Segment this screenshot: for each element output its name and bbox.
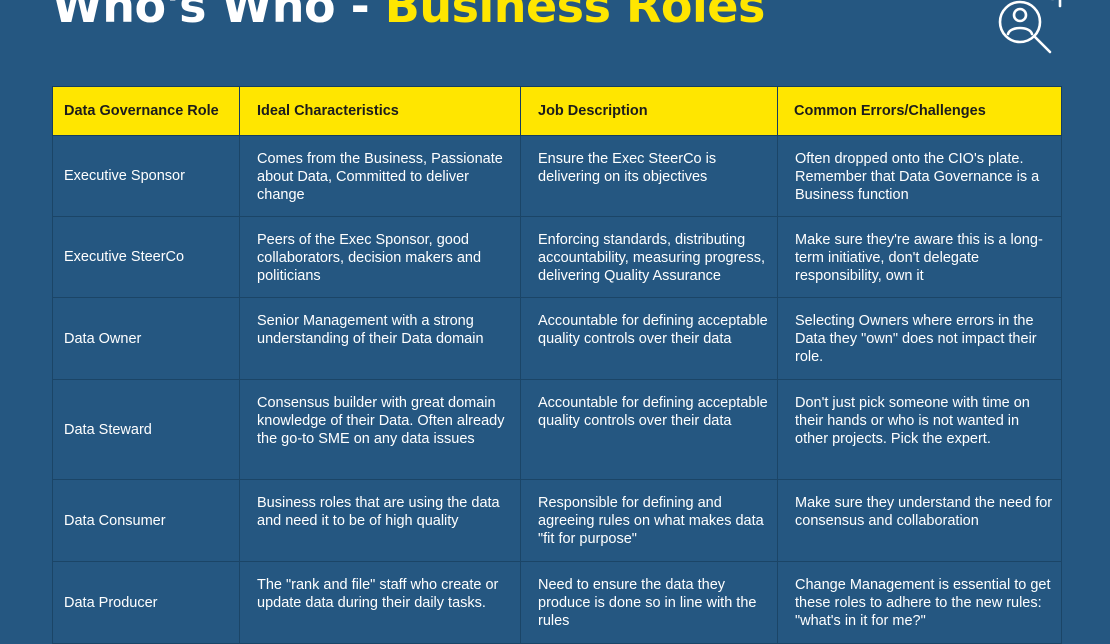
table-header-row: Data Governance Role Ideal Characteristi… <box>52 86 1062 136</box>
errors-cell: Make sure they understand the need for c… <box>777 479 1062 562</box>
job-description-cell: Accountable for defining acceptable qual… <box>520 379 778 480</box>
role-cell: Data Owner <box>52 297 240 380</box>
job-description-cell: Responsible for defining and agreeing ru… <box>520 479 778 562</box>
table-row: Data Steward Consensus builder with grea… <box>52 379 1062 480</box>
table-row: Data Consumer Business roles that are us… <box>52 479 1062 562</box>
page-title: Who's Who - Business Roles <box>52 0 765 34</box>
job-description-cell: Enforcing standards, distributing accoun… <box>520 216 778 298</box>
header-job-description: Job Description <box>520 86 778 136</box>
roles-table: Data Governance Role Ideal Characteristi… <box>52 86 1062 644</box>
job-description-cell: Accountable for defining acceptable qual… <box>520 297 778 380</box>
characteristics-cell: Peers of the Exec Sponsor, good collabor… <box>239 216 521 298</box>
table-row: Executive SteerCo Peers of the Exec Spon… <box>52 216 1062 298</box>
role-cell: Executive Sponsor <box>52 135 240 217</box>
characteristics-cell: The "rank and file" staff who create or … <box>239 561 521 644</box>
characteristics-cell: Comes from the Business, Passionate abou… <box>239 135 521 217</box>
characteristics-cell: Senior Management with a strong understa… <box>239 297 521 380</box>
role-cell: Data Consumer <box>52 479 240 562</box>
job-description-cell: Ensure the Exec SteerCo is delivering on… <box>520 135 778 217</box>
search-person-icon <box>998 0 1062 54</box>
role-cell: Executive SteerCo <box>52 216 240 298</box>
errors-cell: Make sure they're aware this is a long-t… <box>777 216 1062 298</box>
header-characteristics: Ideal Characteristics <box>239 86 521 136</box>
characteristics-cell: Business roles that are using the data a… <box>239 479 521 562</box>
header-role: Data Governance Role <box>52 86 240 136</box>
table-row: Data Producer The "rank and file" staff … <box>52 561 1062 644</box>
title-white: Who's Who - <box>52 0 370 33</box>
errors-cell: Often dropped onto the CIO's plate. Reme… <box>777 135 1062 217</box>
role-cell: Data Steward <box>52 379 240 480</box>
role-cell: Data Producer <box>52 561 240 644</box>
header-errors: Common Errors/Challenges <box>777 86 1062 136</box>
errors-cell: Selecting Owners where errors in the Dat… <box>777 297 1062 380</box>
title-accent: Business Roles <box>384 0 766 33</box>
job-description-cell: Need to ensure the data they produce is … <box>520 561 778 644</box>
characteristics-cell: Consensus builder with great domain know… <box>239 379 521 480</box>
table-row: Data Owner Senior Management with a stro… <box>52 297 1062 380</box>
errors-cell: Change Management is essential to get th… <box>777 561 1062 644</box>
errors-cell: Don't just pick someone with time on the… <box>777 379 1062 480</box>
table-row: Executive Sponsor Comes from the Busines… <box>52 135 1062 217</box>
